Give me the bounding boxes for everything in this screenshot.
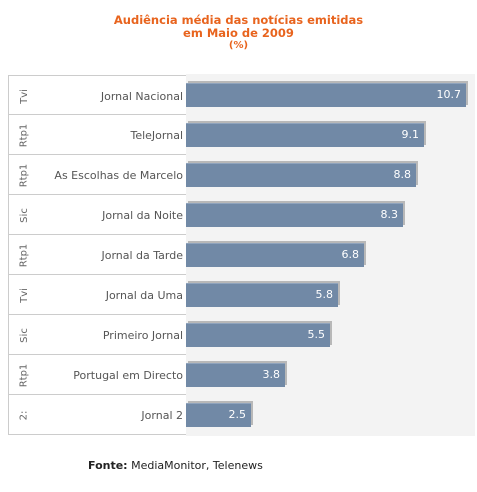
bar-row: Tvi Jornal Nacional 10.7: [8, 75, 475, 115]
bar-value-label: 8.3: [380, 208, 399, 221]
bar: [186, 323, 330, 347]
bar: [186, 283, 338, 307]
channel-label: Tvi: [18, 88, 30, 104]
bar-row: Tvi Jornal da Uma 5.8: [8, 275, 475, 315]
bar: [186, 363, 285, 387]
program-label: Jornal Nacional: [100, 89, 183, 103]
source-label: Fonte:: [88, 459, 128, 472]
bar-row: Rtp1 Portugal em Directo 3.8: [8, 355, 475, 395]
bar-value-label: 3.8: [262, 368, 281, 381]
bar: [186, 163, 416, 187]
channel-label: Tvi: [18, 287, 30, 303]
channel-label: Rtp1: [18, 363, 30, 387]
program-label: Jornal da Uma: [105, 288, 183, 302]
bar-row: Sic Jornal da Noite 8.3: [8, 195, 475, 235]
bar: [186, 403, 251, 427]
channel-label: Rtp1: [18, 243, 30, 267]
bar-value-label: 8.8: [393, 168, 412, 181]
chart-title: Audiência média das notícias emitidas em…: [0, 14, 477, 52]
channel-label-wrap: Tvi: [17, 275, 31, 315]
channel-label-wrap: Rtp1: [17, 235, 31, 275]
program-label: Portugal em Directo: [73, 368, 183, 382]
program-label: TeleJornal: [130, 128, 183, 142]
category-label-cell: Sic Primeiro Jornal: [8, 315, 186, 355]
bar-value-label: 5.5: [307, 328, 326, 341]
channel-label: 2:: [18, 410, 30, 420]
bar-value-label: 10.7: [436, 88, 462, 101]
program-label: Jornal da Tarde: [101, 248, 183, 262]
chart-unit: (%): [228, 40, 249, 51]
channel-label-wrap: Tvi: [17, 76, 31, 116]
channel-label: Sic: [18, 207, 30, 223]
category-label-cell: Rtp1 As Escolhas de Marcelo: [8, 155, 186, 195]
category-label-cell: Tvi Jornal da Uma: [8, 275, 186, 315]
bar: [186, 123, 424, 147]
channel-label-wrap: Sic: [17, 315, 31, 355]
category-label-cell: Sic Jornal da Noite: [8, 195, 186, 235]
category-label-cell: 2: Jornal 2: [8, 395, 186, 435]
bar-row: Rtp1 As Escolhas de Marcelo 8.8: [8, 155, 475, 195]
bar-row: 2: Jornal 2 2.5: [8, 395, 475, 435]
program-label: Jornal da Noite: [102, 208, 183, 222]
chart-title-line-1: Audiência média das notícias emitidas: [113, 13, 364, 27]
bar-value-label: 2.5: [228, 408, 247, 421]
source-text: MediaMonitor, Telenews: [127, 459, 263, 472]
bar: [186, 203, 403, 227]
category-label-cell: Rtp1 Portugal em Directo: [8, 355, 186, 395]
bar: [186, 83, 466, 107]
chart-title-line-2: em Maio de 2009: [183, 26, 294, 40]
bar-row: Rtp1 TeleJornal 9.1: [8, 115, 475, 155]
bar-value-label: 6.8: [341, 248, 360, 261]
category-label-cell: Rtp1 TeleJornal: [8, 115, 186, 155]
channel-label: Sic: [18, 327, 30, 343]
channel-label: Rtp1: [18, 163, 30, 187]
program-label: As Escolhas de Marcelo: [54, 168, 183, 182]
bar-row: Rtp1 Jornal da Tarde 6.8: [8, 235, 475, 275]
channel-label-wrap: Rtp1: [17, 115, 31, 155]
channel-label-wrap: Sic: [17, 195, 31, 235]
program-label: Jornal 2: [141, 408, 183, 422]
channel-label-wrap: Rtp1: [17, 355, 31, 395]
channel-label-wrap: 2:: [17, 395, 31, 435]
channel-label-wrap: Rtp1: [17, 155, 31, 195]
channel-label: Rtp1: [18, 123, 30, 147]
bar-value-label: 9.1: [401, 128, 420, 141]
program-label: Primeiro Jornal: [102, 328, 183, 342]
category-label-cell: Tvi Jornal Nacional: [8, 75, 186, 115]
bar: [186, 243, 364, 267]
category-label-cell: Rtp1 Jornal da Tarde: [8, 235, 186, 275]
source-note: Fonte: MediaMonitor, Telenews: [88, 459, 263, 472]
bar-row: Sic Primeiro Jornal 5.5: [8, 315, 475, 355]
bar-value-label: 5.8: [315, 288, 334, 301]
